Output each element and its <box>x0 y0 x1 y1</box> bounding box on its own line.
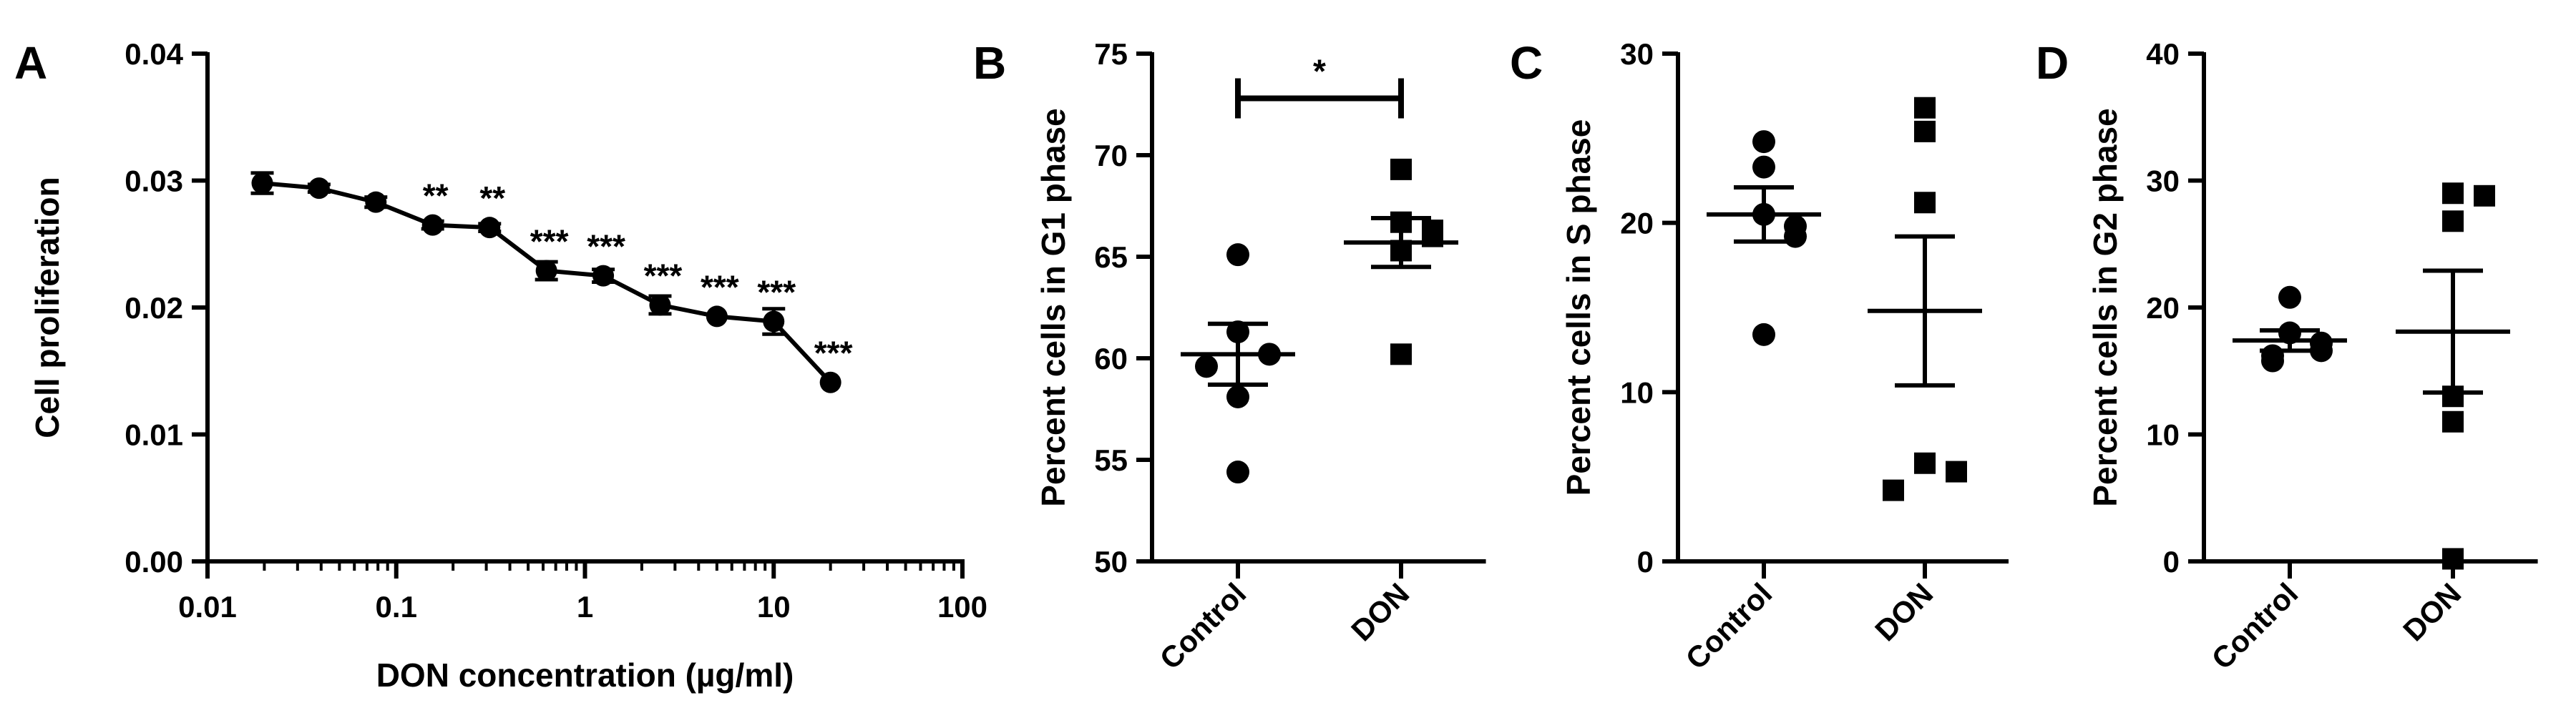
y-tick-label: 0 <box>1637 545 1654 579</box>
panel-c: C 0 10 20 30 Percent cells in S phase Control D… <box>1510 37 2009 676</box>
data-point <box>649 294 671 316</box>
y-tick-label: 40 <box>2146 37 2180 71</box>
significance-label: *** <box>530 223 569 260</box>
data-point-control <box>1784 225 1807 248</box>
x-tick-label-control: Control <box>1679 576 1779 676</box>
significance-label: ** <box>423 177 449 215</box>
significance-label: *** <box>757 274 796 311</box>
y-tick-label: 10 <box>1620 375 1654 409</box>
data-point-don <box>1883 479 1904 501</box>
data-point-don <box>1390 343 1412 365</box>
panel-d: D 0 10 20 30 40 Percent cells in G2 phase Contr… <box>2036 37 2538 676</box>
data-point <box>706 305 728 328</box>
x-tick-label: 10 <box>757 590 791 624</box>
y-tick-label: 20 <box>2146 291 2180 325</box>
data-point <box>421 214 444 236</box>
y-axis-label: Percent cells in G1 phase <box>1035 108 1072 506</box>
data-point <box>763 310 785 333</box>
y-tick-label: 65 <box>1094 240 1128 274</box>
y-tick-label: 0.01 <box>125 418 183 452</box>
panel-label: C <box>1510 37 1543 89</box>
significance-label: *** <box>701 268 739 305</box>
panel-label: D <box>2036 37 2069 89</box>
x-tick-label-control: Control <box>2205 576 2305 676</box>
y-tick-label: 10 <box>2146 418 2180 452</box>
data-point-don <box>1914 192 1936 214</box>
significance-label: * <box>1313 52 1326 89</box>
significance-label: *** <box>814 335 853 372</box>
data-point <box>251 172 273 195</box>
x-tick-label: 100 <box>937 590 987 624</box>
x-tick-label-don: DON <box>1345 576 1415 647</box>
y-tick-label: 0 <box>2163 545 2180 579</box>
data-point-control <box>2278 285 2301 309</box>
x-tick-label: 1 <box>577 590 593 624</box>
y-tick-label: 30 <box>2146 164 2180 198</box>
data-point-don <box>1914 452 1936 474</box>
y-tick-label: 0.03 <box>125 164 183 198</box>
data-point-don <box>2442 210 2464 232</box>
y-tick-label: 0.02 <box>125 291 183 325</box>
y-tick-label: 60 <box>1094 342 1128 375</box>
data-point-don <box>1914 97 1936 119</box>
data-point-control <box>1752 130 1775 154</box>
data-point-don <box>1946 461 1967 483</box>
significance-label: *** <box>587 228 625 265</box>
data-point-control <box>2310 339 2333 363</box>
data-point-don <box>2442 182 2464 205</box>
x-tick-label-control: Control <box>1153 576 1253 676</box>
x-tick-label-don: DON <box>1868 576 1939 647</box>
data-point-don <box>1914 120 1936 142</box>
data-point-don <box>1390 158 1412 180</box>
y-tick-label: 50 <box>1094 545 1128 579</box>
data-point <box>479 217 501 239</box>
x-axis-label: DON concentration (µg/ml) <box>376 656 794 694</box>
data-point-don <box>2442 548 2464 570</box>
y-axis-label: Cell proliferation <box>29 177 66 438</box>
data-point <box>592 265 615 287</box>
y-tick-label: 20 <box>1620 207 1654 240</box>
x-tick-label: 0.1 <box>376 590 417 624</box>
data-point-control <box>1226 461 1249 484</box>
data-point <box>365 191 387 213</box>
y-tick-label: 75 <box>1094 37 1128 71</box>
panel-label: B <box>973 37 1006 89</box>
y-tick-label: 0.00 <box>125 545 183 579</box>
data-point-control <box>1226 243 1249 267</box>
data-point-control <box>1195 355 1218 378</box>
series-line <box>262 181 832 384</box>
data-point <box>819 371 841 393</box>
data-point-control <box>1226 385 1249 408</box>
x-tick-label-don: DON <box>2396 576 2467 647</box>
data-point-control <box>2261 349 2284 373</box>
data-point <box>308 177 330 200</box>
panel-a: A 0.00 0.01 0.02 0.03 0.04 Cell proliferation 0… <box>14 37 987 694</box>
y-tick-label: 55 <box>1094 443 1128 477</box>
y-tick-label: 70 <box>1094 139 1128 172</box>
data-point <box>535 260 557 282</box>
data-point-don <box>2442 410 2464 433</box>
significance-label: ** <box>479 179 505 217</box>
data-point-don <box>2474 185 2495 207</box>
data-point-control <box>1752 155 1775 179</box>
x-tick-label: 0.01 <box>178 590 237 624</box>
significance-label: *** <box>644 257 683 294</box>
y-axis-label: Percent cells in G2 phase <box>2087 108 2124 506</box>
panel-b: B 50 55 60 65 70 75 Percent cells in G1 phase Co… <box>973 37 1486 676</box>
y-axis-label: Percent cells in S phase <box>1560 119 1597 496</box>
panel-label: A <box>14 37 47 89</box>
data-point-control <box>1752 323 1775 346</box>
y-tick-label: 30 <box>1620 37 1654 71</box>
y-tick-label: 0.04 <box>125 37 183 71</box>
